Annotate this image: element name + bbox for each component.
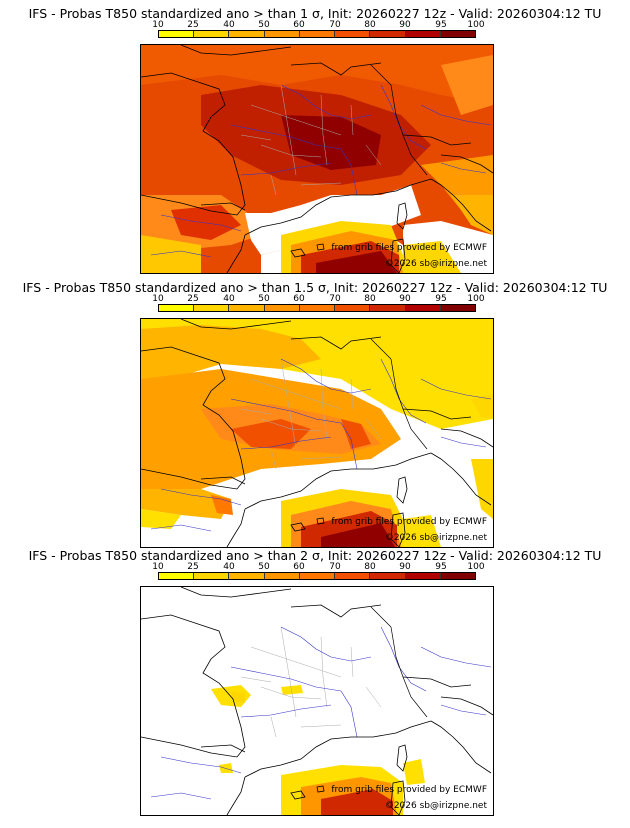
colorbar-segment	[299, 31, 336, 37]
panel-title: IFS - Probas T850 standardized ano > tha…	[22, 280, 608, 295]
colorbar-segment	[194, 305, 230, 311]
colorbar-segment	[440, 305, 475, 311]
colorbar-segment	[370, 573, 406, 579]
tick-label: 95	[435, 20, 447, 30]
source-credit: from grib files provided by ECMWF	[331, 243, 487, 253]
tick-label: 25	[187, 562, 199, 572]
colorbar	[158, 572, 476, 580]
colorbar-segment	[405, 573, 441, 579]
tick-label: 100	[467, 562, 485, 572]
probability-map: from grib files provided by ECMWF ©2026 …	[140, 44, 494, 274]
tick-label: 90	[399, 294, 411, 304]
colorbar	[158, 304, 476, 312]
tick-label: 40	[223, 20, 235, 30]
colorbar-segment	[229, 305, 265, 311]
colorbar-segment	[405, 305, 441, 311]
colorbar-segment	[370, 305, 406, 311]
colorbar-segment	[264, 31, 300, 37]
map-canvas	[141, 45, 493, 273]
colorbar-segment	[229, 573, 265, 579]
colorbar-segment	[335, 573, 371, 579]
tick-label: 40	[223, 562, 235, 572]
source-credit: from grib files provided by ECMWF	[331, 517, 487, 527]
tick-label: 10	[152, 20, 164, 30]
map-panel-1-5sigma: IFS - Probas T850 standardized ano > tha…	[0, 280, 630, 548]
tick-label: 100	[467, 294, 485, 304]
colorbar	[158, 30, 476, 38]
tick-label: 80	[364, 20, 376, 30]
colorbar-segment	[440, 31, 475, 37]
panel-title: IFS - Probas T850 standardized ano > tha…	[28, 6, 602, 21]
tick-label: 90	[399, 562, 411, 572]
tick-label: 60	[293, 20, 305, 30]
colorbar-segment	[229, 31, 265, 37]
tick-label: 25	[187, 20, 199, 30]
tick-label: 10	[152, 294, 164, 304]
tick-label: 80	[364, 562, 376, 572]
tick-label: 40	[223, 294, 235, 304]
tick-label: 80	[364, 294, 376, 304]
copyright-credit: ©2026 sb@irizpne.net	[384, 533, 487, 543]
copyright-credit: ©2026 sb@irizpne.net	[384, 259, 487, 269]
colorbar-segment	[159, 305, 195, 311]
colorbar-segment	[159, 573, 195, 579]
map-canvas	[141, 319, 493, 547]
colorbar-segment	[440, 573, 475, 579]
tick-label: 90	[399, 20, 411, 30]
tick-label: 100	[467, 20, 485, 30]
colorbar-segment	[194, 31, 230, 37]
tick-label: 10	[152, 562, 164, 572]
tick-label: 50	[258, 294, 270, 304]
tick-label: 50	[258, 20, 270, 30]
colorbar-ticks: 10 25 40 50 60 70 80 90 95 100	[152, 294, 484, 304]
copyright-credit: ©2026 sb@irizpne.net	[384, 801, 487, 811]
tick-label: 60	[293, 294, 305, 304]
probability-map: from grib files provided by ECMWF ©2026 …	[140, 586, 494, 816]
colorbar-segment	[159, 31, 195, 37]
colorbar-segment	[194, 573, 230, 579]
colorbar-segment	[405, 31, 441, 37]
colorbar-ticks: 10 25 40 50 60 70 80 90 95 100	[152, 562, 484, 572]
probability-map: from grib files provided by ECMWF ©2026 …	[140, 318, 494, 548]
colorbar-segment	[299, 305, 336, 311]
panel-title: IFS - Probas T850 standardized ano > tha…	[28, 548, 602, 563]
tick-label: 70	[329, 294, 341, 304]
colorbar-segment	[370, 31, 406, 37]
colorbar-segment	[335, 31, 371, 37]
map-panel-1sigma: IFS - Probas T850 standardized ano > tha…	[0, 6, 630, 278]
tick-label: 60	[293, 562, 305, 572]
tick-label: 95	[435, 562, 447, 572]
tick-label: 70	[329, 20, 341, 30]
colorbar-segment	[299, 573, 336, 579]
colorbar-ticks: 10 25 40 50 60 70 80 90 95 100	[152, 20, 484, 30]
colorbar-segment	[335, 305, 371, 311]
map-canvas	[141, 587, 493, 815]
colorbar-segment	[264, 573, 300, 579]
map-panel-2sigma: IFS - Probas T850 standardized ano > tha…	[0, 548, 630, 820]
tick-label: 70	[329, 562, 341, 572]
colorbar-segment	[264, 305, 300, 311]
tick-label: 50	[258, 562, 270, 572]
tick-label: 95	[435, 294, 447, 304]
source-credit: from grib files provided by ECMWF	[331, 785, 487, 795]
tick-label: 25	[187, 294, 199, 304]
